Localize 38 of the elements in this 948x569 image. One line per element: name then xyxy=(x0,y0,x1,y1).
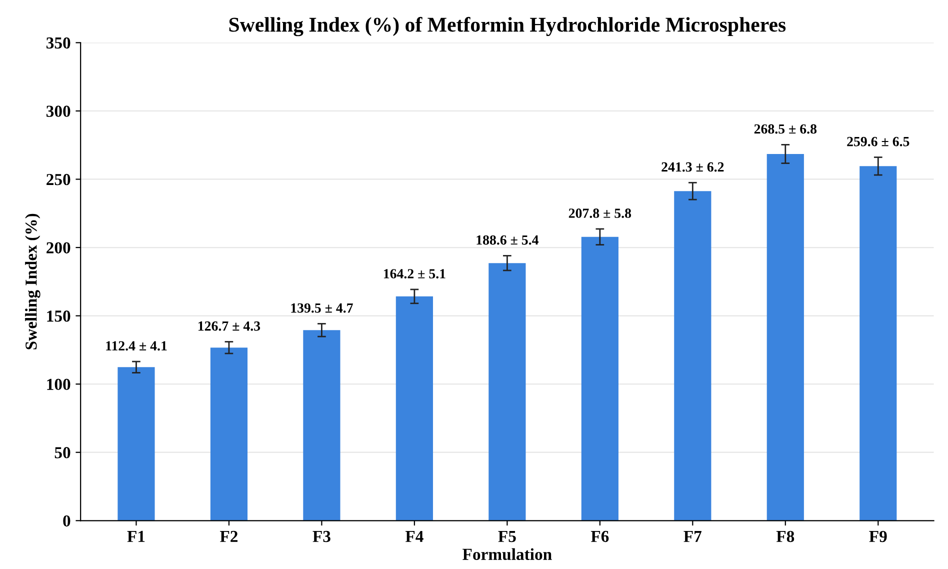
y-tick-label: 250 xyxy=(46,174,70,186)
x-tick-label: F4 xyxy=(405,530,424,542)
y-axis-title: Swelling Index (%) xyxy=(25,214,40,350)
data-label: 126.7 ± 4.3 xyxy=(198,321,260,331)
bar xyxy=(303,330,340,521)
data-label: 259.6 ± 6.5 xyxy=(847,136,910,146)
bar xyxy=(396,296,433,521)
data-label: 112.4 ± 4.1 xyxy=(106,341,167,351)
x-tick-label: F3 xyxy=(312,530,330,542)
data-label: 164.2 ± 5.1 xyxy=(384,269,446,278)
x-tick-label: F7 xyxy=(684,531,702,542)
x-tick-label: F5 xyxy=(498,531,516,542)
y-tick-label: 0 xyxy=(63,515,70,527)
data-label: 268.5 ± 6.8 xyxy=(754,124,817,134)
bar xyxy=(766,154,804,521)
y-tick-label: 100 xyxy=(47,378,70,390)
x-tick-label: F1 xyxy=(127,530,145,542)
x-tick-label: F8 xyxy=(776,530,794,542)
y-tick-label: 200 xyxy=(46,242,70,254)
y-tick-label: 150 xyxy=(47,310,70,322)
x-tick-label: F6 xyxy=(590,530,609,542)
y-tick-label: 350 xyxy=(46,37,70,49)
y-tick-label: 300 xyxy=(46,106,70,117)
bar xyxy=(210,348,248,521)
data-label: 188.6 ± 5.4 xyxy=(476,235,539,245)
bar xyxy=(674,191,712,521)
data-label: 207.8 ± 5.8 xyxy=(568,208,632,218)
data-label: 241.3 ± 6.2 xyxy=(662,162,724,172)
x-tick-label: F9 xyxy=(869,530,887,542)
bar xyxy=(488,263,526,521)
bar xyxy=(581,236,618,521)
bar xyxy=(118,367,155,521)
x-tick-label: F2 xyxy=(220,530,238,542)
data-label: 139.5 ± 4.7 xyxy=(291,303,353,313)
bar xyxy=(860,166,897,521)
x-axis-title: Formulation xyxy=(462,548,552,560)
chart-title: Swelling Index (%) of Metformin Hydrochloride Microspheres xyxy=(229,16,786,36)
y-tick-label: 50 xyxy=(54,447,70,458)
